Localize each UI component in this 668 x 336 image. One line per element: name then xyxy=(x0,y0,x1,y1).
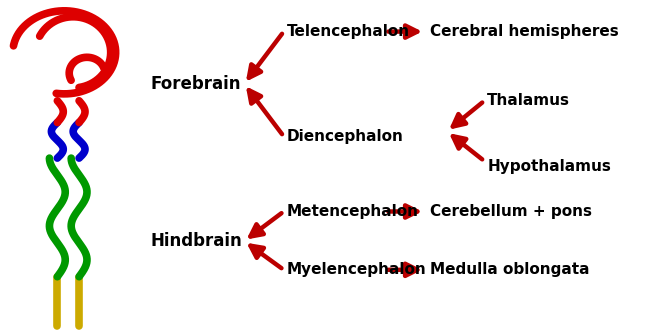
Text: Cerebellum + pons: Cerebellum + pons xyxy=(430,204,592,219)
Text: Myelencephalon: Myelencephalon xyxy=(287,262,426,277)
Text: Cerebral hemispheres: Cerebral hemispheres xyxy=(430,24,619,39)
Text: Metencephalon: Metencephalon xyxy=(287,204,419,219)
Text: Telencephalon: Telencephalon xyxy=(287,24,409,39)
Text: Hypothalamus: Hypothalamus xyxy=(488,159,611,173)
Text: Diencephalon: Diencephalon xyxy=(287,129,403,144)
Text: Thalamus: Thalamus xyxy=(488,93,570,108)
Text: Medulla oblongata: Medulla oblongata xyxy=(430,262,589,277)
Text: Forebrain: Forebrain xyxy=(150,75,240,93)
Text: Hindbrain: Hindbrain xyxy=(150,232,242,250)
